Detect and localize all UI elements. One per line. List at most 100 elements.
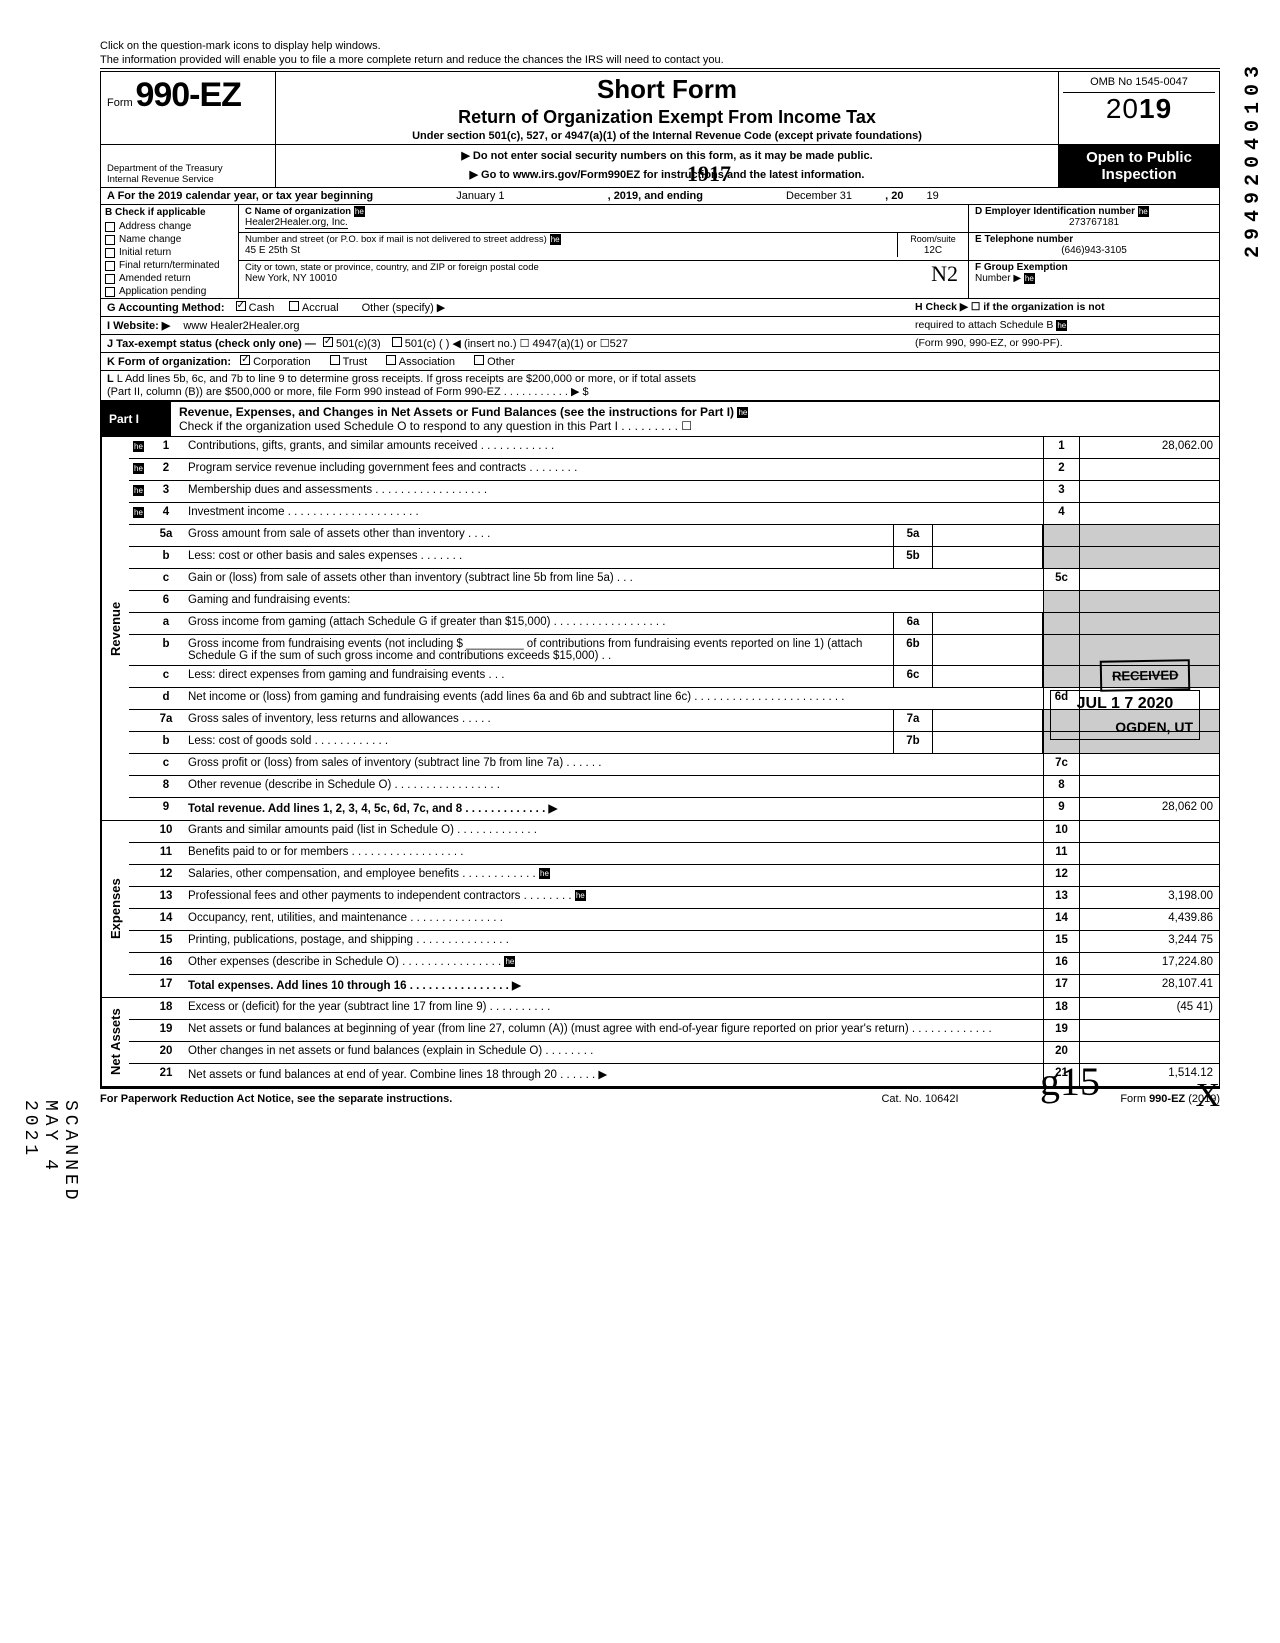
help-icon[interactable]: he	[737, 407, 748, 418]
footer-left: For Paperwork Reduction Act Notice, see …	[100, 1093, 820, 1105]
line-desc: Membership dues and assessments . . . . …	[184, 481, 1043, 502]
checkbox-trust[interactable]	[330, 355, 340, 365]
line-desc: Other changes in net assets or fund bala…	[184, 1042, 1043, 1063]
year-prefix: 20	[1106, 93, 1139, 124]
line-num: 8	[148, 776, 184, 797]
help-icon[interactable]: he	[133, 441, 144, 452]
c-addr-row: Number and street (or P.O. box if mail i…	[239, 233, 968, 261]
mid-amt	[933, 635, 1043, 665]
line-a-endmonth: December 31	[786, 190, 852, 202]
line-num: b	[148, 547, 184, 568]
year-bold: 19	[1139, 93, 1172, 124]
line-rnum: 4	[1043, 503, 1079, 524]
line-desc: Occupancy, rent, utilities, and maintena…	[184, 909, 1043, 930]
line-num: 17	[148, 975, 184, 997]
h-cell: H Check ▶ ☐ if the organization is not	[909, 299, 1219, 316]
b-item-initial[interactable]: Initial return	[101, 246, 238, 259]
room-value: 12C	[924, 245, 942, 256]
line-desc: Excess or (deficit) for the year (subtra…	[184, 998, 1043, 1019]
checkbox-corp[interactable]	[240, 355, 250, 365]
i-label: I Website: ▶	[107, 320, 170, 332]
line-desc: Professional fees and other payments to …	[184, 887, 1043, 908]
mid-amt	[933, 666, 1043, 687]
d-row: D Employer Identification number he 2737…	[969, 205, 1219, 233]
checkbox-assoc[interactable]	[386, 355, 396, 365]
help-icon[interactable]: he	[1138, 206, 1149, 217]
checkbox-icon[interactable]	[105, 222, 115, 232]
b-item-final[interactable]: Final return/terminated	[101, 259, 238, 272]
line-amt	[1079, 1042, 1219, 1063]
help-text-2: The information provided will enable you…	[100, 54, 1220, 69]
irs-label: Internal Revenue Service	[107, 174, 269, 185]
b-label: Amended return	[119, 273, 191, 284]
help-icon[interactable]: he	[504, 956, 515, 967]
received-stamp: RECEIVED	[1099, 659, 1190, 692]
b-item-amended[interactable]: Amended return	[101, 272, 238, 285]
checkbox-501c3[interactable]	[323, 337, 333, 347]
goto-url: ▶ Go to www.irs.gov/Form990EZ for instru…	[284, 168, 1050, 181]
help-icon[interactable]: he	[1024, 273, 1035, 284]
part1-label: Part I	[101, 402, 171, 436]
line-num: 14	[148, 909, 184, 930]
f-row: F Group Exemption Number ▶ he	[969, 261, 1219, 289]
line-a: A For the 2019 calendar year, or tax yea…	[101, 188, 1219, 205]
line-rnum: 2	[1043, 459, 1079, 480]
help-icon[interactable]: he	[133, 507, 144, 518]
line-amt	[1079, 754, 1219, 775]
form-subtitle: Return of Organization Exempt From Incom…	[284, 107, 1050, 128]
checkbox-501c[interactable]	[392, 337, 402, 347]
checkbox-other[interactable]	[474, 355, 484, 365]
checkbox-icon[interactable]	[105, 261, 115, 271]
line-num: b	[148, 732, 184, 753]
b-item-address[interactable]: Address change	[101, 220, 238, 233]
mid-amt	[933, 710, 1043, 731]
form-number: 990-EZ	[135, 76, 241, 114]
k-assoc: Association	[399, 356, 455, 368]
help-icon[interactable]: he	[575, 890, 586, 901]
help-icon[interactable]: he	[354, 206, 365, 217]
dept-treasury: Department of the Treasury	[107, 163, 269, 174]
line-desc: Contributions, gifts, grants, and simila…	[184, 437, 1043, 458]
line-amt: 28,062.00	[1079, 437, 1219, 458]
stamp-location: OGDEN, UT	[1057, 719, 1193, 735]
help-icon[interactable]: he	[133, 463, 144, 474]
help-icon[interactable]: he	[550, 234, 561, 245]
checkbox-icon[interactable]	[105, 274, 115, 284]
col-c: C Name of organization he Healer2Healer.…	[239, 205, 969, 298]
tax-year: 2019	[1063, 93, 1215, 125]
c-name-row: C Name of organization he Healer2Healer.…	[239, 205, 968, 233]
g-cash: Cash	[249, 302, 275, 314]
mid-num: 6b	[893, 635, 933, 665]
line-num: 10	[148, 821, 184, 842]
checkbox-icon[interactable]	[105, 248, 115, 258]
checkbox-cash[interactable]	[236, 301, 246, 311]
help-icon[interactable]: he	[539, 868, 550, 879]
line-a-begin: January 1	[456, 190, 504, 202]
line-rnum: 17	[1043, 975, 1079, 997]
help-icon[interactable]: he	[1056, 320, 1067, 331]
room-label: Room/suite	[910, 234, 956, 244]
checkbox-icon[interactable]	[105, 287, 115, 297]
expenses-lines: 10Grants and similar amounts paid (list …	[129, 821, 1219, 997]
help-icon[interactable]: he	[133, 485, 144, 496]
phone-value: (646)943-3105	[975, 245, 1213, 256]
line-desc: Other revenue (describe in Schedule O) .…	[184, 776, 1043, 797]
b-item-name[interactable]: Name change	[101, 233, 238, 246]
b-item-pending[interactable]: Application pending	[101, 285, 238, 298]
line-amt	[1079, 1020, 1219, 1041]
line-desc: Gross sales of inventory, less returns a…	[184, 710, 893, 731]
form-header-2: Department of the Treasury Internal Reve…	[101, 145, 1219, 188]
line-amt	[1079, 865, 1219, 886]
line-amt: 3,198.00	[1079, 887, 1219, 908]
line-num: 18	[148, 998, 184, 1019]
line-num: 2	[148, 459, 184, 480]
dept-cell: Department of the Treasury Internal Reve…	[101, 145, 276, 187]
line-num: 15	[148, 931, 184, 952]
checkbox-accrual[interactable]	[289, 301, 299, 311]
checkbox-icon[interactable]	[105, 235, 115, 245]
line-rnum	[1043, 525, 1079, 546]
mid-num: 7b	[893, 732, 933, 753]
c-city-row: City or town, state or province, country…	[239, 261, 968, 289]
b-label: Application pending	[119, 286, 206, 297]
open-public-2: Inspection	[1061, 166, 1217, 183]
